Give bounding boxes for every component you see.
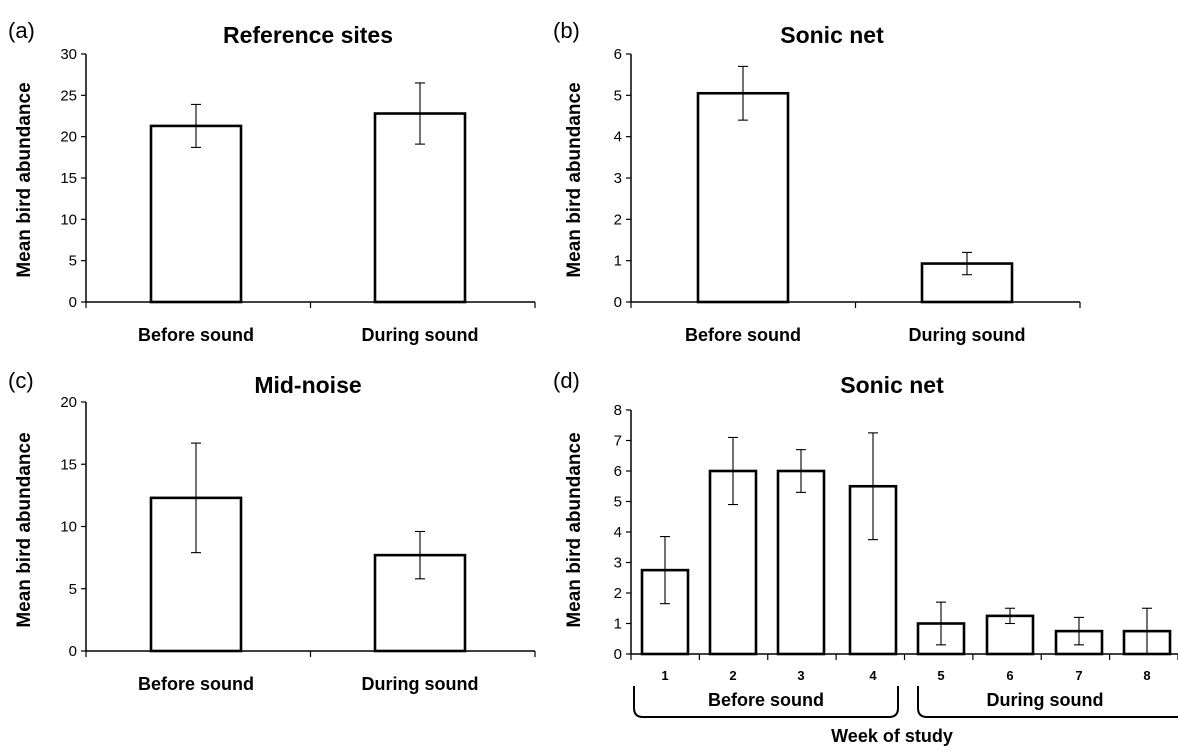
y-tick-label: 8 xyxy=(614,402,622,419)
plot-area: 0 1 2 3 4 5 6 7 8 1 2 3 4 5 6 7 8 Before sound During soun… xyxy=(614,402,1178,718)
y-tick-label: 30 xyxy=(60,46,77,63)
y-tick-label: 15 xyxy=(60,170,77,187)
bar xyxy=(920,262,1014,304)
panel-c: (c) Mid-noise Mean bird abundance 0 5 10 15… xyxy=(8,368,536,694)
panel-letter: (c) xyxy=(8,368,34,393)
bar xyxy=(776,469,826,656)
y-tick-label: 3 xyxy=(614,170,622,187)
chart-title: Mid-noise xyxy=(254,372,361,398)
y-tick-label: 4 xyxy=(614,129,622,146)
plot-area: 0 5 10 15 20 25 30 Before sound During sound xyxy=(60,46,536,345)
y-tick-label: 1 xyxy=(614,616,622,633)
x-category-label: 7 xyxy=(1075,668,1082,683)
y-tick-label: 0 xyxy=(69,294,77,311)
panel-letter: (d) xyxy=(553,368,580,393)
panel-letter: (b) xyxy=(553,18,580,43)
x-category-label: 2 xyxy=(729,668,736,683)
group-bracket xyxy=(917,686,1178,718)
y-tick-label: 25 xyxy=(60,87,77,104)
y-tick-label: 10 xyxy=(60,519,77,536)
x-category-label: Before sound xyxy=(685,325,801,345)
y-tick-label: 2 xyxy=(614,585,622,602)
chart-title: Sonic net xyxy=(840,372,944,398)
y-tick-label: 20 xyxy=(60,129,77,146)
y-tick-label: 4 xyxy=(614,524,622,541)
y-tick-label: 2 xyxy=(614,211,622,228)
y-tick-label: 6 xyxy=(614,46,622,63)
y-tick-label: 0 xyxy=(614,646,622,663)
y-tick-label: 0 xyxy=(614,294,622,311)
plot-area: 0 5 10 15 20 Before sound During sound xyxy=(60,394,536,694)
chart-title: Reference sites xyxy=(223,22,393,48)
group-label: During sound xyxy=(987,690,1104,710)
y-tick-label: 5 xyxy=(69,253,77,270)
y-tick-label: 7 xyxy=(614,433,622,450)
y-tick-label: 3 xyxy=(614,555,622,572)
x-category-label: Before sound xyxy=(138,325,254,345)
x-category-label: 6 xyxy=(1006,668,1013,683)
x-category-label: Before sound xyxy=(138,674,254,694)
y-tick-label: 10 xyxy=(60,211,77,228)
x-category-label: 4 xyxy=(869,668,877,683)
x-category-label: 1 xyxy=(661,668,668,683)
x-category-label: 5 xyxy=(937,668,944,683)
x-category-label: 3 xyxy=(797,668,804,683)
y-axis-label: Mean bird abundance xyxy=(14,432,35,627)
y-tick-label: 6 xyxy=(614,463,622,480)
y-tick-label: 5 xyxy=(614,87,622,104)
y-tick-label: 0 xyxy=(69,643,77,660)
y-tick-label: 20 xyxy=(60,394,77,411)
y-tick-label: 5 xyxy=(614,494,622,511)
x-category-label: 8 xyxy=(1143,668,1150,683)
x-category-label: During sound xyxy=(362,674,479,694)
panel-a: (a) Reference sites Mean bird abundance … xyxy=(8,18,536,345)
y-axis-label: Mean bird abundance xyxy=(14,82,35,277)
x-category-label: During sound xyxy=(909,325,1026,345)
y-axis-label: Mean bird abundance xyxy=(564,432,585,627)
panel-d: (d) Sonic net Mean bird abundance Week o… xyxy=(553,368,1178,746)
x-axis-label: Week of study xyxy=(831,726,953,746)
chart-title: Sonic net xyxy=(780,22,884,48)
bar xyxy=(373,112,467,304)
y-tick-label: 1 xyxy=(614,253,622,270)
x-category-label: During sound xyxy=(362,325,479,345)
plot-area: 0 1 2 3 4 5 6 Before sound During sound xyxy=(614,46,1081,345)
y-tick-label: 15 xyxy=(60,456,77,473)
group-bracket xyxy=(633,686,899,718)
bar xyxy=(696,91,790,304)
panel-letter: (a) xyxy=(8,18,35,43)
panel-b: (b) Sonic net Mean bird abundance 0 1 2 3 4 5… xyxy=(553,18,1081,345)
y-axis-label: Mean bird abundance xyxy=(564,82,585,277)
y-tick-label: 5 xyxy=(69,581,77,598)
group-label: Before sound xyxy=(708,690,824,710)
bar xyxy=(149,124,243,304)
